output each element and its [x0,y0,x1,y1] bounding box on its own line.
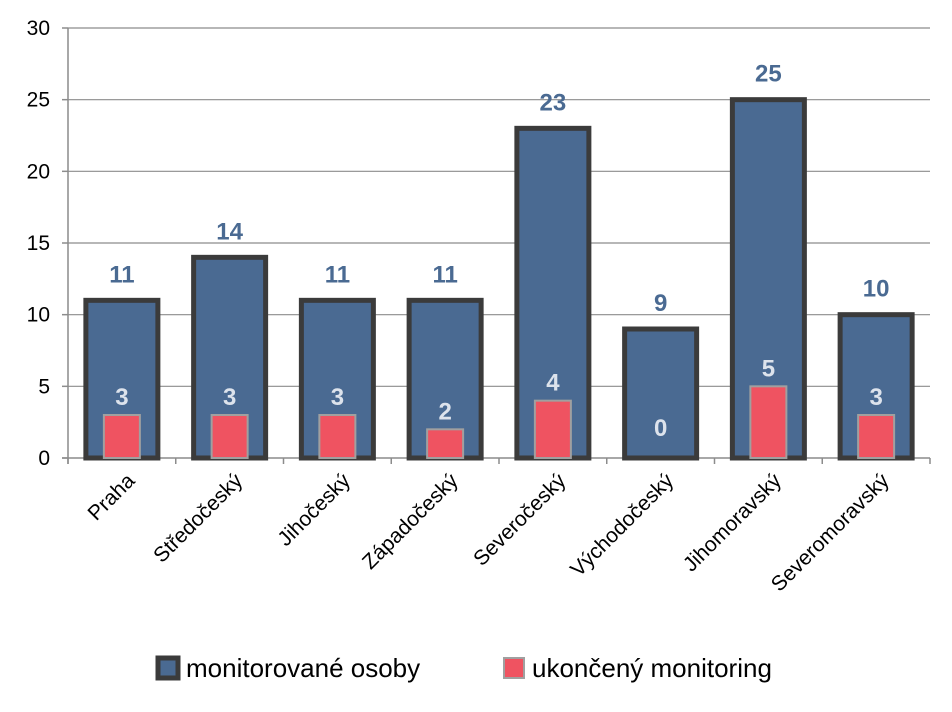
bar-ukonceny-monitoring [533,399,572,459]
data-label-monitorovane-osoby: 9 [654,290,667,317]
x-tick-label: Praha [84,469,140,525]
bar-ukonceny-monitoring [857,414,896,459]
category-group: 11 2 Západočeský [358,261,484,574]
bar-ukonceny-monitoring [102,414,141,459]
y-tick-label: 20 [27,160,50,183]
bar-monitorovane-osoby [622,326,700,461]
category-group: 11 3 Jihočeský [273,261,376,551]
x-tick-label: Severočeský [469,469,571,571]
x-tick-label: Jihomoravský [679,469,786,576]
data-label-ukonceny-monitoring: 5 [762,355,775,382]
legend-swatch [503,657,525,679]
bar-ukonceny-monitoring [749,385,788,460]
data-label-ukonceny-monitoring: 3 [869,384,882,411]
x-tick-label: Severomoravský [767,469,894,596]
legend-item-monitorovane-osoby: monitorované osoby [155,653,420,683]
data-label-ukonceny-monitoring: 0 [654,415,667,442]
data-label-ukonceny-monitoring: 3 [115,384,128,411]
x-tick-label: Středočeský [149,469,247,567]
data-label-ukonceny-monitoring: 3 [331,384,344,411]
y-tick-label: 30 [27,17,50,40]
data-label-monitorovane-osoby: 11 [325,261,350,288]
y-tick-label: 10 [27,304,50,327]
data-label-monitorovane-osoby: 14 [216,218,243,245]
legend-label: ukončený monitoring [532,653,772,683]
data-label-ukonceny-monitoring: 4 [546,370,560,397]
category-group: 23 4 Severočeský [469,89,592,571]
category-group: 14 3 Středočeský [149,218,269,567]
y-tick-label: 0 [38,447,50,470]
x-tick-label: Východočeský [566,469,678,581]
data-label-ukonceny-monitoring: 2 [438,398,451,425]
legend-item-ukonceny-monitoring: ukončený monitoring [503,653,772,683]
legend: monitorované osoby ukončený monitoring [155,653,772,683]
data-label-monitorovane-osoby: 11 [432,261,457,288]
data-label-monitorovane-osoby: 25 [755,61,782,88]
bar-ukonceny-monitoring [318,414,357,459]
data-label-monitorovane-osoby: 11 [109,261,134,288]
data-label-monitorovane-osoby: 10 [863,276,890,303]
y-ticks: 0 5 10 15 20 25 30 [27,17,68,470]
y-tick-label: 5 [38,375,50,398]
category-group: 25 5 Jihomoravský [679,61,807,576]
category-group: 11 3 Praha [83,261,161,525]
bar-ukonceny-monitoring [426,428,465,460]
data-label-ukonceny-monitoring: 3 [223,384,236,411]
x-tick-label: Západočeský [358,469,463,574]
legend-label: monitorované osoby [186,653,420,683]
y-tick-label: 15 [27,232,50,255]
data-label-monitorovane-osoby: 23 [540,89,567,116]
x-tick-label: Jihočeský [273,469,355,551]
legend-swatch [155,655,181,681]
bar-ukonceny-monitoring [210,414,249,459]
y-tick-label: 25 [27,89,50,112]
